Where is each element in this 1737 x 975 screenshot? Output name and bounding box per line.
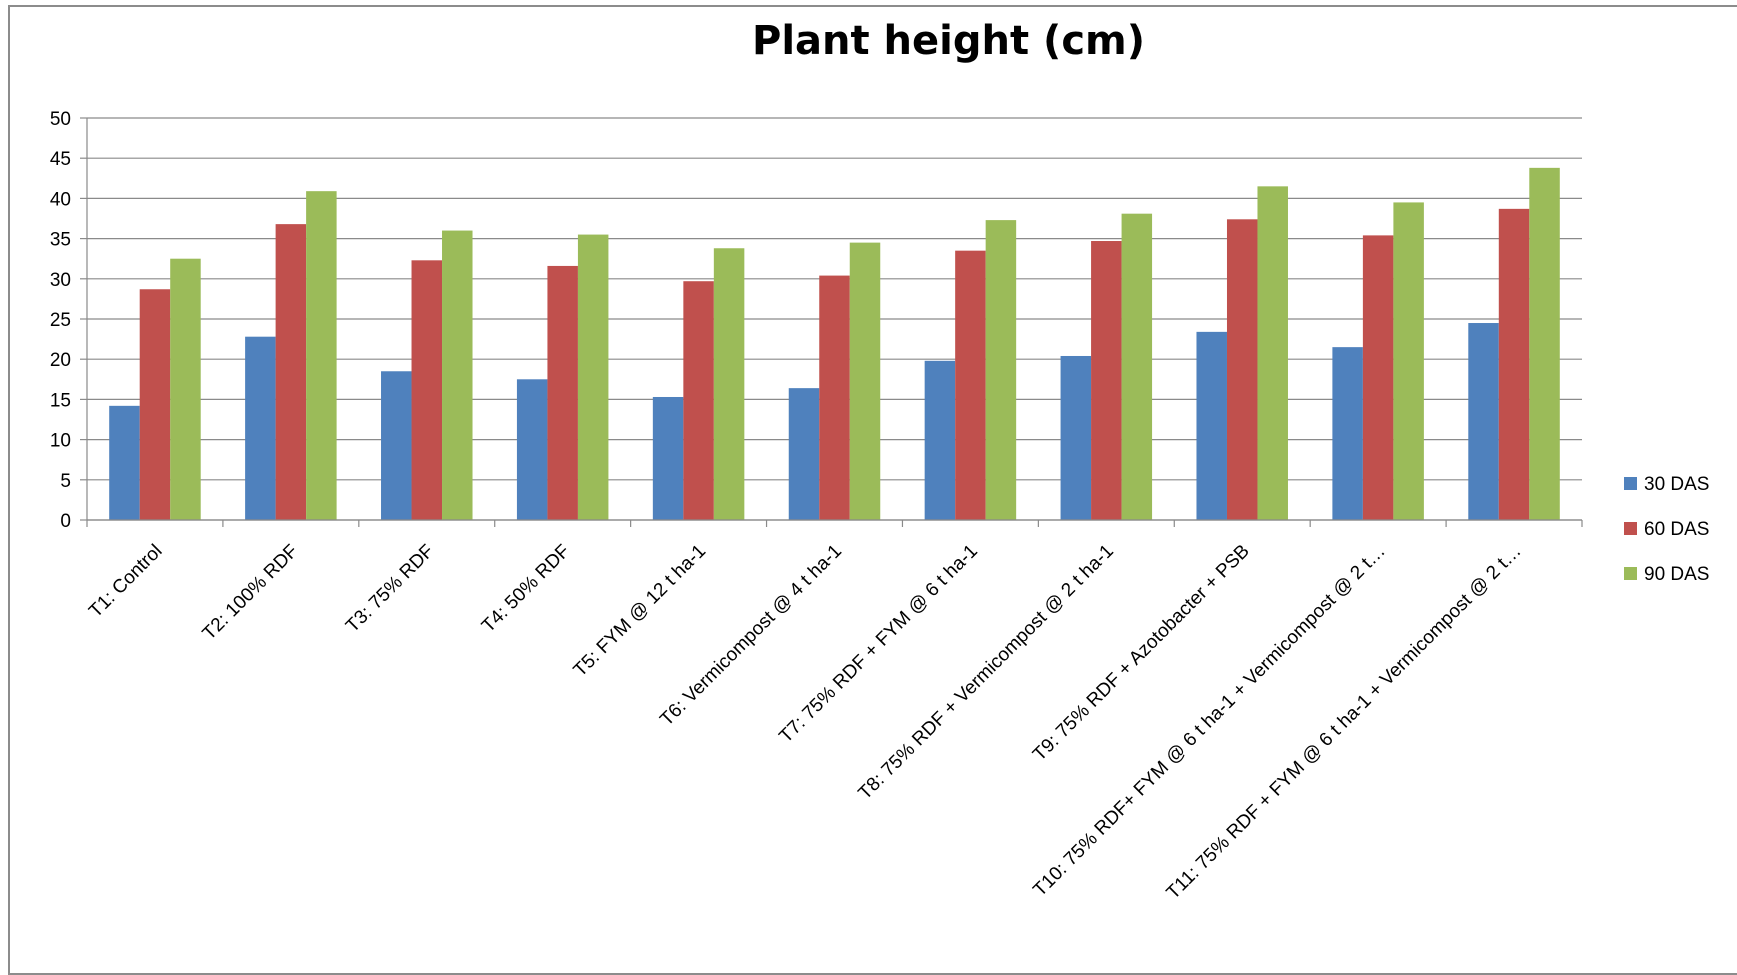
y-tick-label: 50 (50, 109, 71, 130)
y-tick-label: 30 (50, 270, 71, 291)
bars (109, 167, 1560, 521)
bar (109, 405, 140, 520)
y-tick-label: 25 (50, 310, 71, 331)
y-tick-label: 15 (50, 390, 71, 411)
legend-label: 60 DAS (1644, 519, 1709, 540)
bar (306, 191, 337, 520)
bar (1332, 347, 1363, 520)
y-tick-label: 5 (60, 471, 71, 492)
bar (1257, 186, 1288, 520)
bar (788, 388, 820, 520)
chart-title: Plant height (cm) (752, 18, 1145, 64)
bar (1362, 235, 1394, 520)
bar (1226, 219, 1258, 520)
bar (849, 242, 881, 520)
x-category-label: T2: 100% RDF (199, 541, 303, 645)
bar (411, 260, 443, 520)
y-tick-label: 0 (60, 511, 71, 532)
bar (577, 234, 609, 520)
bar (275, 224, 307, 521)
y-tick-label: 40 (50, 189, 71, 210)
bar (924, 360, 956, 520)
legend-swatch (1624, 567, 1637, 580)
x-category-label: T3: 75% RDF (342, 541, 438, 637)
legend-label: 30 DAS (1644, 474, 1709, 495)
y-tick-label: 10 (50, 431, 71, 452)
y-tick-label: 45 (50, 149, 71, 170)
x-axis: T1: Control T2: 100% RDF T3: 75% RDF T4: 50… (85, 519, 1583, 904)
x-category-label: T5: FYM @ 12 t ha-1 (570, 541, 710, 681)
x-category-label: T4: 50% RDF (478, 541, 574, 637)
x-category-label: T1: Control (85, 541, 166, 622)
bar (819, 275, 850, 520)
y-tick-label: 20 (50, 350, 71, 371)
bar (955, 250, 986, 520)
bar (1468, 323, 1499, 520)
bar (381, 371, 412, 520)
bar (1060, 355, 1092, 520)
legend-swatch (1624, 477, 1637, 490)
bar (985, 220, 1017, 520)
bar (652, 396, 684, 520)
bar (547, 265, 578, 520)
y-axis: 0 5 10 15 20 25 30 35 40 45 50 (50, 109, 88, 532)
bar (1091, 241, 1122, 520)
bar (442, 230, 473, 520)
bar (1529, 167, 1560, 520)
bar (1498, 208, 1530, 521)
y-tick-label: 35 (50, 230, 71, 251)
legend-swatch (1624, 522, 1637, 535)
bar (516, 379, 548, 520)
bar (1393, 202, 1424, 521)
bar (683, 281, 714, 520)
bar (170, 258, 201, 520)
bar (713, 248, 745, 521)
bar (1196, 331, 1227, 520)
bar (139, 289, 171, 520)
legend-label: 90 DAS (1644, 564, 1709, 585)
legend: 30 DAS 60 DAS 90 DAS (1624, 474, 1709, 585)
bar (245, 336, 276, 520)
x-category-label: T8: 75% RDF + Vermicompost @ 2 t ha-1 (855, 541, 1118, 804)
bar (1121, 213, 1153, 520)
x-category-label: T9: 75% RDF + Azotobacter + PSB (1029, 541, 1254, 766)
